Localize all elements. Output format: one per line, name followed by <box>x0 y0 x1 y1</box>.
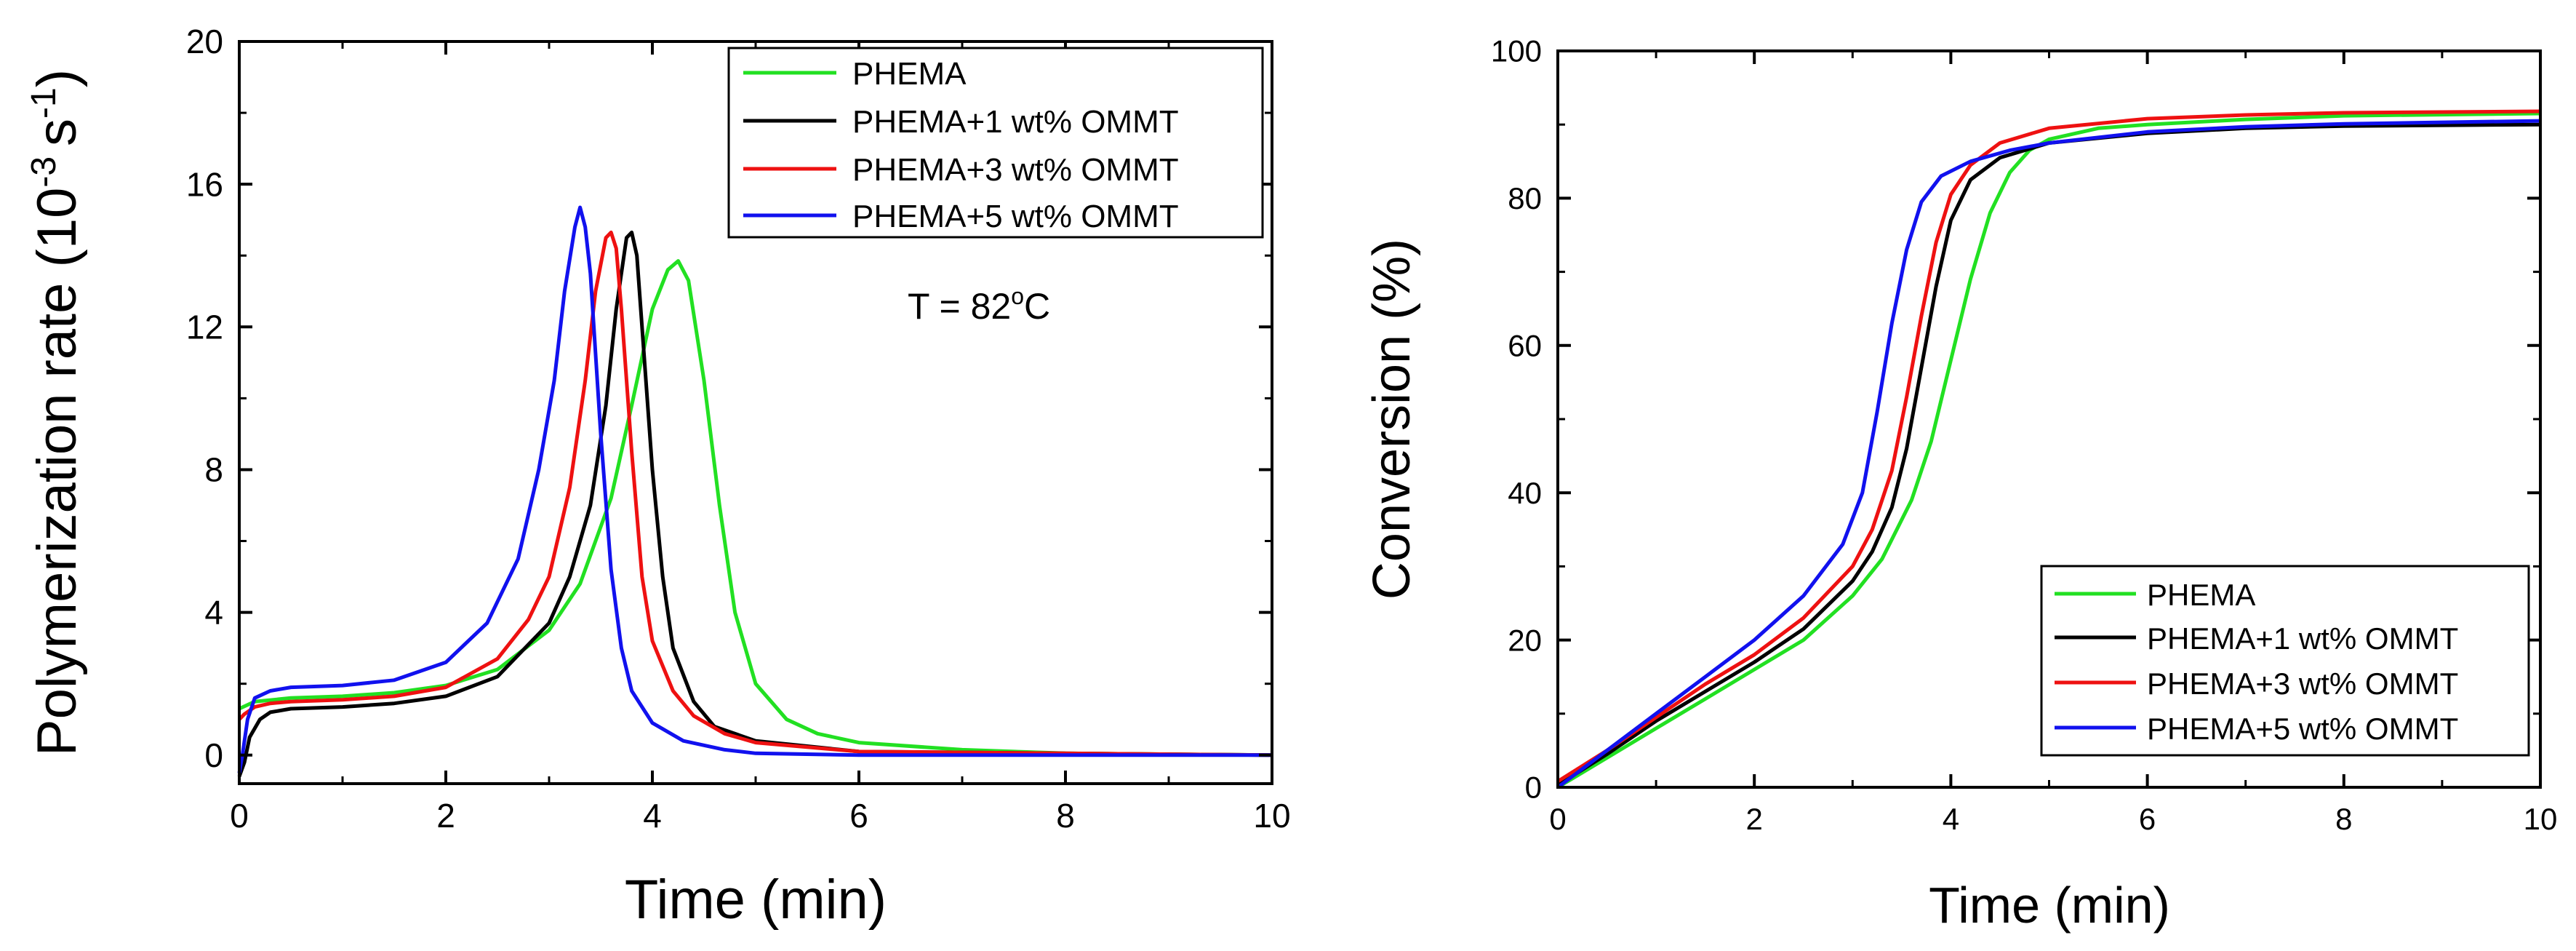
conversion-x-tick-label: 8 <box>2335 802 2352 836</box>
conversion-y-tick-label: 20 <box>1508 623 1542 657</box>
conversion-y-tick-label: 40 <box>1508 476 1542 510</box>
conversion-y-tick-label: 0 <box>1525 771 1542 805</box>
rate-legend: PHEMA PHEMA+1 wt% OMMT PHEMA+3 wt% OMMT … <box>727 47 1264 239</box>
conversion-legend-label-5wt: PHEMA+5 wt% OMMT <box>2147 712 2458 746</box>
conversion-legend-label-3wt: PHEMA+3 wt% OMMT <box>2147 667 2458 701</box>
rate-x-tick-label: 4 <box>643 797 662 835</box>
temperature-annotation-text: T = 82 <box>908 286 1011 327</box>
conversion-x-tick-label: 10 <box>2524 802 2558 836</box>
rate-y-axis-title-exp: -3 <box>25 156 63 188</box>
rate-y-axis-title-unit-exp: -1 <box>25 87 63 119</box>
rate-y-axis-title: Polymerization rate (10-3 s-1) <box>25 69 88 756</box>
conversion-y-tick-label: 60 <box>1508 329 1542 363</box>
rate-x-tick-label: 2 <box>436 797 455 835</box>
rate-y-tick-label: 0 <box>204 736 223 774</box>
rate-chart: 0 2 4 6 8 10 0 4 8 12 16 20 Time (min) Polymerizati… <box>25 23 1291 931</box>
rate-x-tick-label: 10 <box>1253 797 1290 835</box>
conversion-legend-label-phema: PHEMA <box>2147 578 2255 612</box>
conversion-series-phema-3-wt-ommt <box>1556 109 2541 784</box>
rate-legend-label-5wt: PHEMA+5 wt% OMMT <box>852 199 1179 234</box>
rate-y-tick-label: 12 <box>186 308 223 346</box>
conversion-x-tick-label: 6 <box>2139 802 2156 836</box>
rate-series-phema-5-wt-ommt <box>237 205 1272 773</box>
rate-series-phema-3-wt-ommt <box>238 230 1273 757</box>
rate-series-phema-1-wt-ommt <box>237 230 1273 778</box>
conversion-x-tick-label: 0 <box>1549 802 1566 836</box>
rate-y-tick-label: 8 <box>204 451 223 489</box>
rate-x-axis-title: Time (min) <box>625 869 887 931</box>
rate-y-axis-title-close: ) <box>26 69 88 87</box>
rate-y-tick-label: 16 <box>186 165 223 203</box>
rate-x-tick-label: 8 <box>1056 797 1075 835</box>
rate-legend-label-phema: PHEMA <box>852 56 967 92</box>
rate-x-tick-label: 6 <box>849 797 868 835</box>
conversion-x-axis-title: Time (min) <box>1929 877 2170 934</box>
rate-tick-labels: 0 2 4 6 8 10 0 4 8 12 16 20 <box>186 23 1291 835</box>
temperature-annotation-unit: C <box>1024 286 1050 327</box>
conversion-axis-ticks <box>1556 49 2542 789</box>
conversion-series-phema-5-wt-ommt <box>1556 119 2541 789</box>
rate-axis-ticks <box>238 40 1273 784</box>
conversion-y-tick-label: 80 <box>1508 181 1542 215</box>
rate-y-axis-title-main: Polymerization rate (10 <box>26 188 88 756</box>
conversion-legend: PHEMA PHEMA+1 wt% OMMT PHEMA+3 wt% OMMT … <box>2040 565 2530 757</box>
conversion-series-phema <box>1556 111 2541 789</box>
rate-legend-label-1wt: PHEMA+1 wt% OMMT <box>852 104 1179 140</box>
conversion-legend-box <box>2040 565 2530 757</box>
rate-legend-box <box>727 47 1264 239</box>
conversion-y-axis-title: Conversion (%) <box>1363 239 1421 600</box>
rate-y-axis-title-unit: s <box>26 119 88 146</box>
rate-y-tick-label: 4 <box>204 594 223 632</box>
conversion-series-lines <box>1556 109 2541 789</box>
rate-y-tick-label: 20 <box>186 23 223 60</box>
rate-series-lines <box>237 205 1273 778</box>
rate-x-tick-label: 0 <box>230 797 249 835</box>
temperature-annotation: T = 82oC <box>908 283 1050 327</box>
rate-legend-label-3wt: PHEMA+3 wt% OMMT <box>852 152 1179 188</box>
conversion-legend-label-1wt: PHEMA+1 wt% OMMT <box>2147 621 2458 656</box>
conversion-x-tick-label: 4 <box>1943 802 1959 836</box>
rate-series-phema <box>238 259 1273 757</box>
conversion-y-tick-label: 100 <box>1491 34 1542 68</box>
conversion-x-tick-label: 2 <box>1746 802 1763 836</box>
temperature-annotation-degree: o <box>1011 283 1024 309</box>
